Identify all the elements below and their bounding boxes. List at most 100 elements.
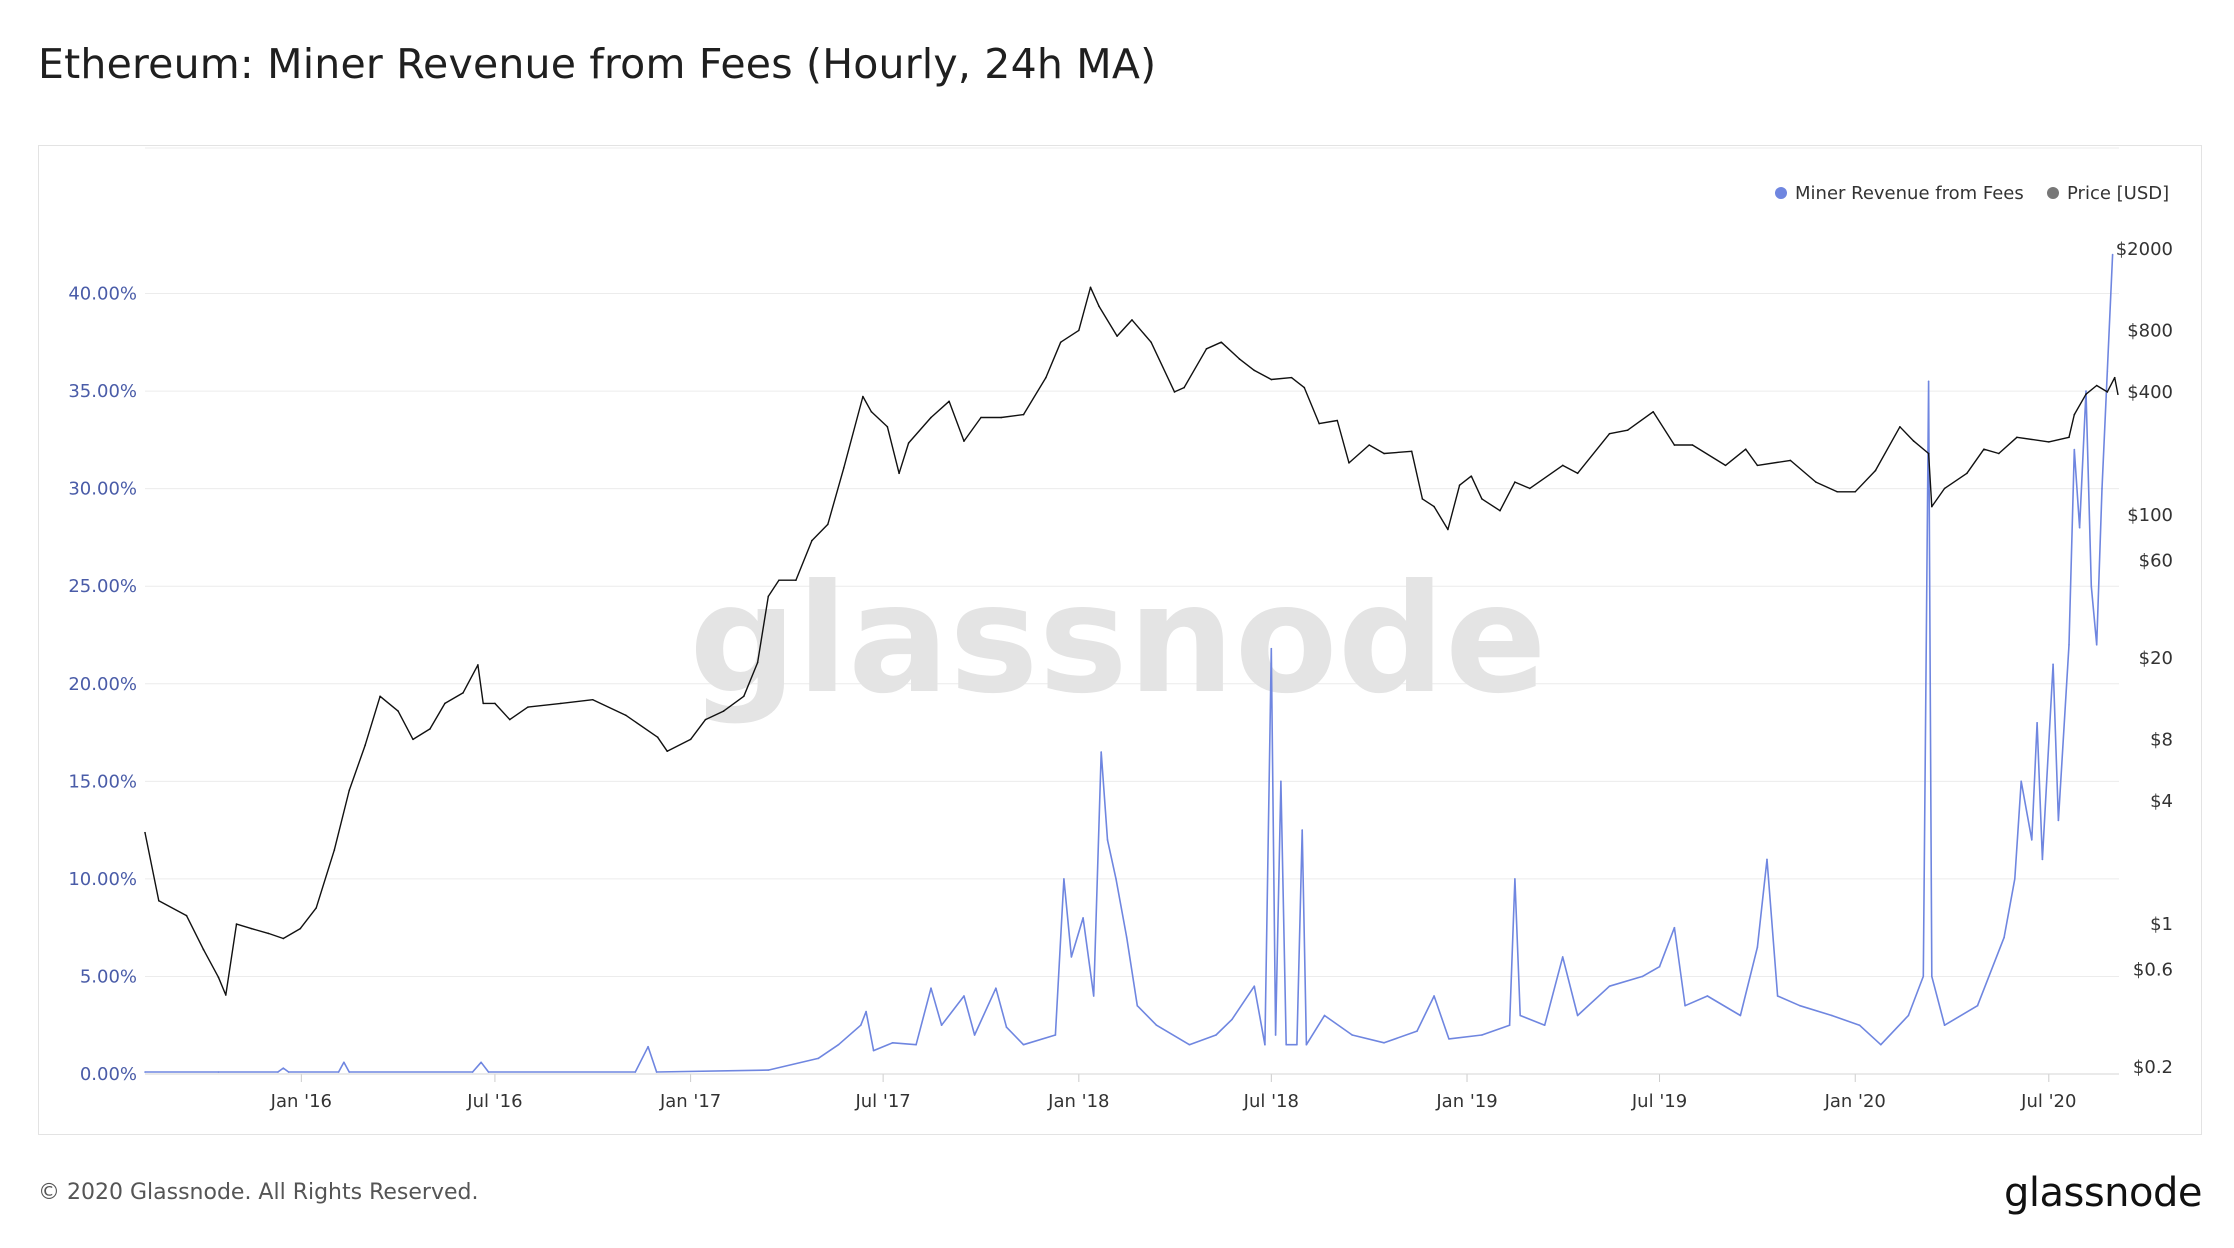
legend[interactable]: Miner Revenue from Fees Price [USD] — [1775, 183, 2169, 204]
price-point — [1458, 484, 1461, 486]
price-point — [767, 595, 770, 598]
price-point — [235, 923, 238, 925]
fees-point — [2111, 253, 2114, 256]
fees-point — [1931, 975, 1933, 978]
right-axis-tick-label: $60 — [2139, 550, 2173, 571]
right-axis-tick-label: $8 — [2150, 729, 2173, 750]
fees-point — [1215, 1034, 1217, 1036]
fees-point — [1943, 1024, 1946, 1027]
fees-point — [995, 987, 997, 989]
left-axis-ticks: 0.00% 5.00% 10.00% 15.00% 20.00% 25.00% 30.00%… — [68, 284, 137, 1085]
fees-point — [1673, 926, 1676, 929]
fees-point — [1448, 1038, 1450, 1040]
fees-point — [1508, 1024, 1511, 1027]
chart-canvas[interactable]: glassnode 0.00% 5.00% 10.00% 15.00% 20.00% 25… — [39, 146, 2203, 1136]
fees-point — [1514, 878, 1516, 880]
price-point — [886, 426, 889, 428]
price-point — [1421, 498, 1424, 500]
fees-point — [2085, 390, 2087, 392]
right-axis-tick-label: $400 — [2127, 382, 2173, 403]
price-point — [963, 440, 965, 442]
fees-point — [2013, 878, 2016, 880]
price-point — [1789, 459, 1792, 462]
fees-point — [1519, 1014, 1522, 1017]
fees-point — [1658, 965, 1661, 968]
x-axis-tick-label: Jan '19 — [1435, 1091, 1497, 1112]
fees-point — [1576, 1014, 1579, 1017]
price-point — [348, 789, 351, 792]
page-title: Ethereum: Miner Revenue from Fees (Hourl… — [38, 40, 1157, 88]
price-point — [948, 400, 950, 403]
x-axis-tick-label: Jan '17 — [659, 1091, 721, 1112]
price-point — [333, 849, 336, 851]
price-point — [1290, 376, 1293, 379]
fees-point — [1125, 936, 1128, 939]
fees-point — [1433, 995, 1435, 997]
fees-point — [1561, 956, 1564, 958]
fees-point — [1543, 1024, 1546, 1027]
price-point — [2068, 436, 2070, 439]
fees-point — [1092, 995, 1095, 997]
fees-point — [1188, 1043, 1191, 1046]
fees-point — [2041, 858, 2044, 861]
footer-logo[interactable]: glassnode — [2003, 1170, 2203, 1216]
price-point — [870, 410, 873, 413]
price-point — [2016, 436, 2018, 439]
fees-point — [973, 1034, 976, 1036]
x-axis-tick-label: Jan '18 — [1047, 1091, 1109, 1112]
fees-point — [480, 1061, 482, 1064]
price-point — [1116, 335, 1118, 337]
fees-point — [2052, 663, 2054, 666]
price-point — [1608, 432, 1611, 435]
fees-point — [940, 1024, 943, 1027]
fees-point — [1136, 1004, 1139, 1007]
fees-point — [144, 1071, 146, 1073]
x-axis-tick-label: Jul '20 — [2020, 1091, 2076, 1112]
price-point — [656, 736, 659, 738]
price-point — [1150, 341, 1152, 344]
price-point — [930, 416, 932, 419]
left-axis-tick-label: 25.00% — [68, 576, 137, 597]
price-point — [1383, 452, 1385, 455]
fees-point — [2036, 722, 2038, 724]
legend-label-price[interactable]: Price [USD] — [2067, 183, 2169, 204]
fees-point — [1608, 985, 1611, 987]
fees-point — [1706, 995, 1709, 997]
price-point — [2106, 391, 2109, 393]
fees-point — [1684, 1004, 1686, 1007]
fees-point — [1858, 1024, 1861, 1027]
legend-dot-fees — [1775, 187, 1787, 199]
fees-point — [859, 1024, 862, 1027]
price-point — [1000, 416, 1002, 419]
x-axis-tick-label: Jul '17 — [854, 1091, 910, 1112]
price-point — [158, 899, 160, 902]
price-point — [1348, 462, 1350, 464]
fees-point — [1799, 1004, 1801, 1007]
price-point — [811, 539, 813, 542]
fees-point — [872, 1049, 875, 1052]
fees-point — [1285, 1043, 1288, 1046]
fees-point — [348, 1071, 351, 1073]
price-point — [225, 994, 227, 996]
series-layer — [144, 253, 2119, 1073]
x-axis-ticks: Jan '16 Jul '16 Jan '17 Jul '17 Jan '18 Jul '… — [145, 1073, 2119, 1112]
price-point — [282, 937, 285, 940]
price-point — [1238, 358, 1241, 360]
fees-point — [1907, 1014, 1910, 1017]
price-point — [1045, 376, 1047, 379]
price-point — [1931, 505, 1933, 508]
price-point — [1368, 444, 1370, 446]
legend-dot-price — [2047, 187, 2059, 199]
price-point — [1561, 464, 1564, 467]
x-axis-tick-label: Jan '16 — [270, 1091, 332, 1112]
price-point — [1270, 378, 1273, 381]
price-point — [1815, 481, 1817, 483]
price-point — [1744, 448, 1747, 450]
fees-point — [1022, 1043, 1025, 1046]
right-axis-tick-label: $1 — [2150, 914, 2173, 935]
legend-label-fees[interactable]: Miner Revenue from Fees — [1795, 183, 2024, 204]
price-point — [666, 750, 669, 753]
fees-point — [837, 1043, 840, 1046]
price-point — [2048, 441, 2050, 443]
fees-point — [1739, 1014, 1742, 1017]
